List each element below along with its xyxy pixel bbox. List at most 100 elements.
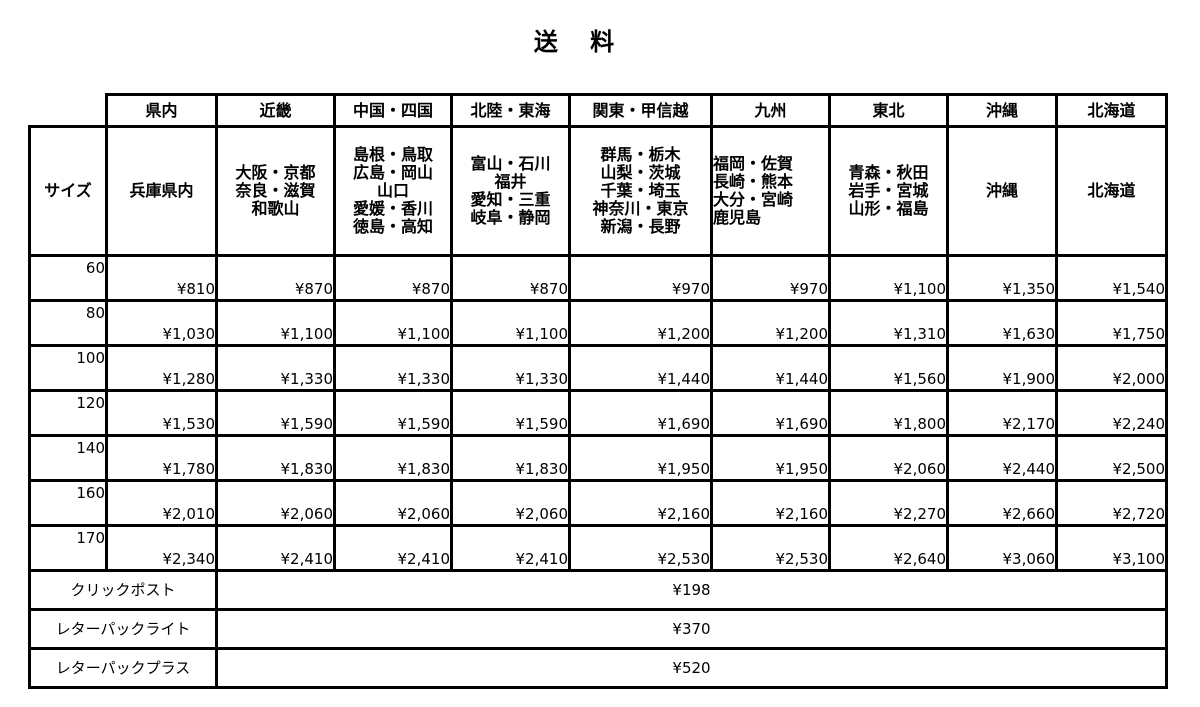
price-cell: ¥2,000 <box>1055 344 1168 392</box>
price-cell: ¥1,780 <box>105 434 218 482</box>
price-cell: ¥1,830 <box>333 434 453 482</box>
region-name: 関東・甲信越 <box>568 93 713 128</box>
flat-rate-row: レターパックプラス ¥520 <box>28 647 1168 689</box>
price-cell: ¥2,340 <box>105 524 218 572</box>
price-cell: ¥970 <box>710 254 831 302</box>
shipping-rate-table: 県内 近畿 中国・四国 北陸・東海 関東・甲信越 九州 東北 沖縄 北海道 サイズ 兵庫県内 大阪・京… <box>28 93 1168 689</box>
price-cell: ¥1,100 <box>450 299 571 347</box>
price-cell: ¥1,830 <box>215 434 336 482</box>
price-cell: ¥2,720 <box>1055 479 1168 527</box>
price-cell: ¥2,060 <box>333 479 453 527</box>
flat-rate-row: クリックポスト ¥198 <box>28 569 1168 611</box>
price-cell: ¥1,350 <box>946 254 1058 302</box>
price-cell: ¥3,100 <box>1055 524 1168 572</box>
region-name: 九州 <box>710 93 831 128</box>
price-cell: ¥1,530 <box>105 389 218 437</box>
price-cell: ¥2,170 <box>946 389 1058 437</box>
price-cell: ¥2,660 <box>946 479 1058 527</box>
price-cell: ¥1,690 <box>710 389 831 437</box>
price-cell: ¥2,010 <box>105 479 218 527</box>
price-cell: ¥1,330 <box>450 344 571 392</box>
region-areas: 島根・鳥取 広島・岡山 山口 愛媛・香川 徳島・高知 <box>333 125 453 257</box>
price-cell: ¥810 <box>105 254 218 302</box>
table-row: 160 ¥2,010 ¥2,060 ¥2,060 ¥2,060 ¥2,160 ¥2,160 ¥… <box>28 479 1168 527</box>
size-cell: 170 <box>28 524 108 572</box>
region-areas: 大阪・京都 奈良・滋賀 和歌山 <box>215 125 336 257</box>
price-cell: ¥1,200 <box>710 299 831 347</box>
region-areas-row: サイズ 兵庫県内 大阪・京都 奈良・滋賀 和歌山 島根・鳥取 広島・岡山 山口 愛媛・… <box>28 125 1168 257</box>
price-cell: ¥1,590 <box>215 389 336 437</box>
price-cell: ¥1,590 <box>333 389 453 437</box>
flat-rate-row: レターパックライト ¥370 <box>28 608 1168 650</box>
price-cell: ¥1,280 <box>105 344 218 392</box>
price-cell: ¥1,100 <box>333 299 453 347</box>
price-cell: ¥2,530 <box>568 524 713 572</box>
price-cell: ¥2,060 <box>450 479 571 527</box>
price-cell: ¥2,060 <box>215 479 336 527</box>
size-cell: 100 <box>28 344 108 392</box>
price-cell: ¥1,310 <box>828 299 949 347</box>
price-cell: ¥2,410 <box>215 524 336 572</box>
region-name: 沖縄 <box>946 93 1058 128</box>
price-cell: ¥1,100 <box>215 299 336 347</box>
price-cell: ¥1,560 <box>828 344 949 392</box>
region-name: 東北 <box>828 93 949 128</box>
price-cell: ¥1,900 <box>946 344 1058 392</box>
price-cell: ¥1,950 <box>568 434 713 482</box>
price-cell: ¥870 <box>333 254 453 302</box>
flat-rate-label: レターパックプラス <box>28 647 218 689</box>
size-cell: 140 <box>28 434 108 482</box>
page-title: 送 料 <box>533 28 627 56</box>
region-areas: 福岡・佐賀 長崎・熊本 大分・宮崎 鹿児島 <box>710 125 831 257</box>
flat-rate-label: クリックポスト <box>28 569 218 611</box>
price-cell: ¥2,410 <box>333 524 453 572</box>
size-cell: 60 <box>28 254 108 302</box>
price-cell: ¥870 <box>450 254 571 302</box>
size-cell: 160 <box>28 479 108 527</box>
price-cell: ¥1,690 <box>568 389 713 437</box>
region-name: 北陸・東海 <box>450 93 571 128</box>
price-cell: ¥1,830 <box>450 434 571 482</box>
table-row: 80 ¥1,030 ¥1,100 ¥1,100 ¥1,100 ¥1,200 ¥1,200 ¥1… <box>28 299 1168 347</box>
region-areas: 群馬・栃木 山梨・茨城 千葉・埼玉 神奈川・東京 新潟・長野 <box>568 125 713 257</box>
region-areas: 青森・秋田 岩手・宮城 山形・福島 <box>828 125 949 257</box>
region-areas: 沖縄 <box>946 125 1058 257</box>
price-cell: ¥1,030 <box>105 299 218 347</box>
region-header-row: 県内 近畿 中国・四国 北陸・東海 関東・甲信越 九州 東北 沖縄 北海道 <box>29 93 1168 128</box>
region-areas: 北海道 <box>1055 125 1168 257</box>
table-row: 120 ¥1,530 ¥1,590 ¥1,590 ¥1,590 ¥1,690 ¥1,690 ¥… <box>28 389 1168 437</box>
price-cell: ¥2,060 <box>828 434 949 482</box>
region-name: 中国・四国 <box>333 93 453 128</box>
price-cell: ¥1,440 <box>568 344 713 392</box>
price-cell: ¥2,240 <box>1055 389 1168 437</box>
table-row: 100 ¥1,280 ¥1,330 ¥1,330 ¥1,330 ¥1,440 ¥1,440 ¥… <box>28 344 1168 392</box>
price-cell: ¥970 <box>568 254 713 302</box>
price-cell: ¥1,630 <box>946 299 1058 347</box>
price-cell: ¥3,060 <box>946 524 1058 572</box>
table-row: 60 ¥810 ¥870 ¥870 ¥870 ¥970 ¥970 ¥1,100 ¥1,350 ¥1… <box>28 254 1168 302</box>
region-areas: 兵庫県内 <box>105 125 218 257</box>
price-cell: ¥2,410 <box>450 524 571 572</box>
corner-cell <box>29 94 107 128</box>
price-cell: ¥1,800 <box>828 389 949 437</box>
price-cell: ¥2,160 <box>710 479 831 527</box>
price-cell: ¥870 <box>215 254 336 302</box>
size-cell: 80 <box>28 299 108 347</box>
price-cell: ¥1,540 <box>1055 254 1168 302</box>
price-cell: ¥1,750 <box>1055 299 1168 347</box>
table-row: 140 ¥1,780 ¥1,830 ¥1,830 ¥1,830 ¥1,950 ¥1,950 ¥… <box>28 434 1168 482</box>
price-cell: ¥1,100 <box>828 254 949 302</box>
flat-rate-price: ¥198 <box>215 569 1168 611</box>
size-cell: 120 <box>28 389 108 437</box>
region-name: 北海道 <box>1055 93 1168 128</box>
price-cell: ¥2,500 <box>1055 434 1168 482</box>
price-cell: ¥2,440 <box>946 434 1058 482</box>
price-cell: ¥1,440 <box>710 344 831 392</box>
price-cell: ¥1,950 <box>710 434 831 482</box>
price-cell: ¥1,590 <box>450 389 571 437</box>
size-label: サイズ <box>28 125 108 257</box>
table-row: 170 ¥2,340 ¥2,410 ¥2,410 ¥2,410 ¥2,530 ¥2,530 ¥… <box>28 524 1168 572</box>
price-cell: ¥1,330 <box>215 344 336 392</box>
flat-rate-label: レターパックライト <box>28 608 218 650</box>
price-cell: ¥2,270 <box>828 479 949 527</box>
